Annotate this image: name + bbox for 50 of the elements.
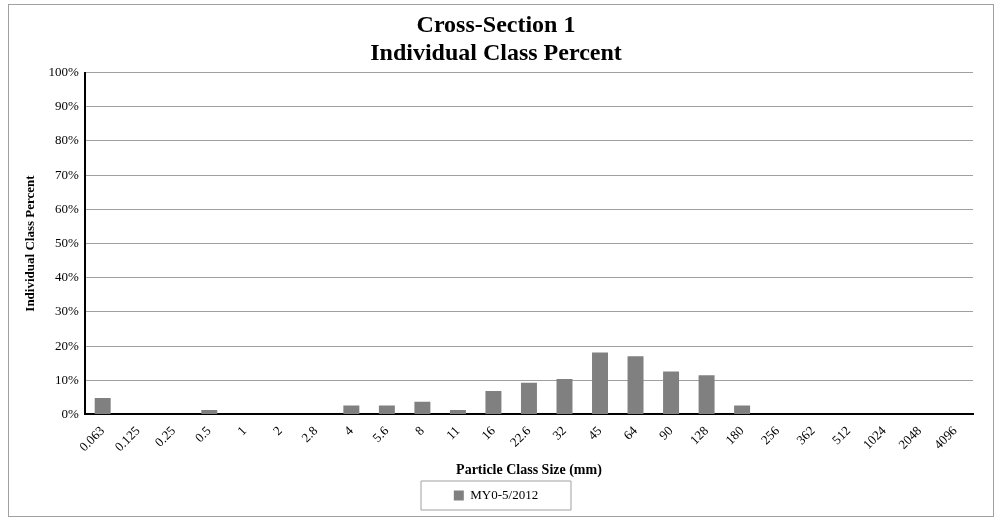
- x-tick-label: 5.6: [369, 422, 392, 446]
- y-tick-label: 10%: [55, 371, 80, 387]
- x-tick-label: 2: [269, 422, 285, 439]
- bar: [414, 401, 431, 414]
- x-tick-label: 0.25: [151, 422, 179, 450]
- x-tick-label: 64: [620, 422, 641, 443]
- y-tick-label: 100%: [48, 64, 80, 80]
- x-tick-label: 0.5: [191, 422, 214, 446]
- x-tick-label: 1: [234, 422, 250, 439]
- x-tick-label: 32: [549, 422, 570, 443]
- y-axis-title: Individual Class Percent: [22, 174, 38, 312]
- x-tick-label: 128: [686, 422, 712, 448]
- bar: [449, 410, 466, 414]
- bar: [592, 352, 608, 414]
- x-tick-label: 4: [340, 422, 357, 439]
- x-tick-label: 16: [478, 422, 499, 443]
- bar: [343, 405, 360, 414]
- bar: [556, 378, 573, 414]
- x-tick-label: 2.8: [298, 422, 321, 446]
- y-tick-label: 80%: [55, 132, 80, 148]
- x-tick-label: 22.6: [506, 422, 534, 450]
- y-tick-label: 30%: [55, 303, 80, 319]
- y-tick-label: 70%: [55, 166, 80, 182]
- x-tick-label: 90: [655, 422, 676, 443]
- bar: [201, 410, 218, 414]
- x-tick-label: 11: [442, 422, 463, 443]
- bar: [94, 398, 111, 414]
- bar: [520, 382, 537, 414]
- bar: [378, 405, 395, 414]
- y-tick-label: 0%: [61, 405, 80, 421]
- y-tick-label: 90%: [55, 98, 80, 114]
- x-tick-label: 45: [584, 422, 605, 443]
- x-tick-label: 4096: [930, 422, 961, 452]
- bar: [485, 390, 502, 414]
- y-tick-label: 40%: [55, 269, 80, 285]
- chart-title: Cross-Section 1 Individual Class Percent: [370, 10, 622, 66]
- legend-label: MY0-5/2012: [470, 486, 539, 502]
- bar: [627, 356, 644, 414]
- x-tick-label: 180: [722, 422, 747, 448]
- bar: [734, 405, 751, 414]
- x-tick-label: 512: [828, 422, 854, 448]
- y-tick-label: 20%: [55, 337, 80, 353]
- x-tick-label: 256: [757, 422, 783, 448]
- x-axis-title: Particle Class Size (mm): [456, 462, 603, 479]
- bar: [698, 375, 715, 414]
- y-tick-label: 50%: [55, 234, 80, 250]
- x-tick-label: 362: [793, 422, 818, 448]
- y-tick-label: 60%: [55, 200, 80, 216]
- bar: [663, 371, 680, 414]
- x-tick-label: 8: [411, 422, 427, 439]
